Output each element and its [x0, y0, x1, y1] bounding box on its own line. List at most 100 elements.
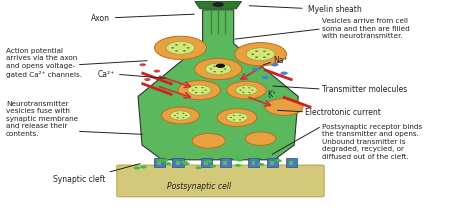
Circle shape	[166, 42, 195, 54]
Circle shape	[255, 56, 258, 58]
PathPatch shape	[195, 1, 241, 9]
Circle shape	[182, 113, 184, 114]
Text: Vesicles arrive from cell
soma and then are filled
with neurotransmitter.: Vesicles arrive from cell soma and then …	[322, 18, 410, 39]
Circle shape	[192, 133, 225, 148]
Circle shape	[195, 166, 202, 169]
Circle shape	[265, 99, 303, 115]
Circle shape	[205, 160, 212, 163]
Circle shape	[195, 58, 242, 80]
Circle shape	[236, 85, 257, 95]
Circle shape	[212, 2, 224, 7]
Circle shape	[239, 115, 241, 116]
Circle shape	[242, 87, 245, 88]
Circle shape	[201, 87, 204, 88]
Circle shape	[252, 67, 260, 71]
Circle shape	[220, 71, 223, 72]
Text: K⁺: K⁺	[268, 90, 277, 99]
Circle shape	[162, 159, 168, 162]
Circle shape	[267, 54, 270, 55]
Bar	[267, 158, 278, 167]
Circle shape	[183, 162, 190, 165]
Circle shape	[263, 51, 266, 52]
Circle shape	[191, 89, 194, 91]
Bar	[285, 158, 297, 167]
Circle shape	[155, 36, 206, 59]
Circle shape	[140, 165, 147, 168]
Circle shape	[255, 51, 258, 52]
Circle shape	[226, 113, 248, 122]
Circle shape	[248, 92, 251, 93]
Circle shape	[224, 68, 227, 70]
Bar	[154, 158, 165, 167]
Circle shape	[233, 158, 240, 161]
Circle shape	[230, 117, 232, 118]
Circle shape	[154, 70, 160, 73]
Circle shape	[176, 117, 179, 118]
Circle shape	[182, 117, 184, 118]
Circle shape	[165, 162, 172, 165]
Circle shape	[201, 92, 204, 93]
Text: Transmitter molecules: Transmitter molecules	[322, 85, 407, 94]
Text: Ca²⁺: Ca²⁺	[97, 70, 115, 79]
Circle shape	[195, 87, 197, 88]
Circle shape	[175, 50, 178, 52]
Circle shape	[258, 163, 264, 166]
Circle shape	[170, 111, 191, 120]
Text: Axon: Axon	[91, 14, 194, 23]
Bar	[201, 158, 212, 167]
Bar	[289, 161, 293, 165]
Circle shape	[235, 43, 286, 66]
Circle shape	[185, 115, 187, 116]
Circle shape	[235, 164, 241, 167]
Circle shape	[220, 66, 223, 67]
Circle shape	[178, 81, 220, 100]
Circle shape	[183, 44, 186, 46]
Text: Action potential
arrives via the axon
and opens voltage-
gated Ca²⁺ channels.: Action potential arrives via the axon an…	[6, 48, 82, 78]
FancyBboxPatch shape	[117, 165, 324, 197]
Bar	[204, 161, 208, 165]
Circle shape	[262, 76, 269, 79]
Text: Myelin sheath: Myelin sheath	[249, 5, 362, 14]
Circle shape	[195, 92, 197, 93]
Circle shape	[181, 161, 188, 164]
Circle shape	[183, 50, 186, 52]
Circle shape	[239, 90, 242, 91]
Circle shape	[242, 117, 244, 118]
Circle shape	[275, 159, 282, 162]
Circle shape	[176, 113, 179, 114]
Bar	[223, 161, 227, 165]
Circle shape	[233, 119, 235, 120]
Circle shape	[237, 159, 243, 162]
Circle shape	[173, 115, 176, 116]
Circle shape	[280, 71, 288, 75]
Text: Neurotransmitter
vesicles fuse with
synaptic membrane
and release their
contents: Neurotransmitter vesicles fuse with syna…	[6, 101, 78, 137]
Circle shape	[162, 107, 199, 124]
Circle shape	[246, 48, 275, 61]
Circle shape	[213, 66, 216, 67]
Circle shape	[233, 115, 235, 116]
Bar	[252, 161, 255, 165]
Circle shape	[246, 132, 276, 146]
Bar	[176, 161, 180, 165]
Bar	[248, 158, 259, 167]
Bar	[219, 158, 231, 167]
Circle shape	[239, 119, 241, 120]
Circle shape	[139, 63, 146, 66]
Text: Postsynaptic receptor binds
the transmitter and opens.
Unbound transmitter is
de: Postsynaptic receptor binds the transmit…	[322, 124, 422, 160]
Circle shape	[171, 47, 174, 49]
Circle shape	[271, 63, 278, 66]
Text: Synaptic cleft: Synaptic cleft	[53, 175, 105, 184]
Circle shape	[227, 81, 266, 99]
Circle shape	[216, 64, 225, 68]
Circle shape	[210, 68, 212, 70]
Circle shape	[217, 109, 257, 126]
Circle shape	[242, 92, 245, 93]
Circle shape	[263, 56, 266, 58]
Bar	[173, 158, 184, 167]
Bar	[157, 161, 161, 165]
Circle shape	[144, 78, 151, 81]
Text: Na⁺: Na⁺	[273, 56, 288, 65]
Circle shape	[251, 90, 254, 91]
Bar	[271, 161, 274, 165]
Circle shape	[157, 159, 164, 162]
